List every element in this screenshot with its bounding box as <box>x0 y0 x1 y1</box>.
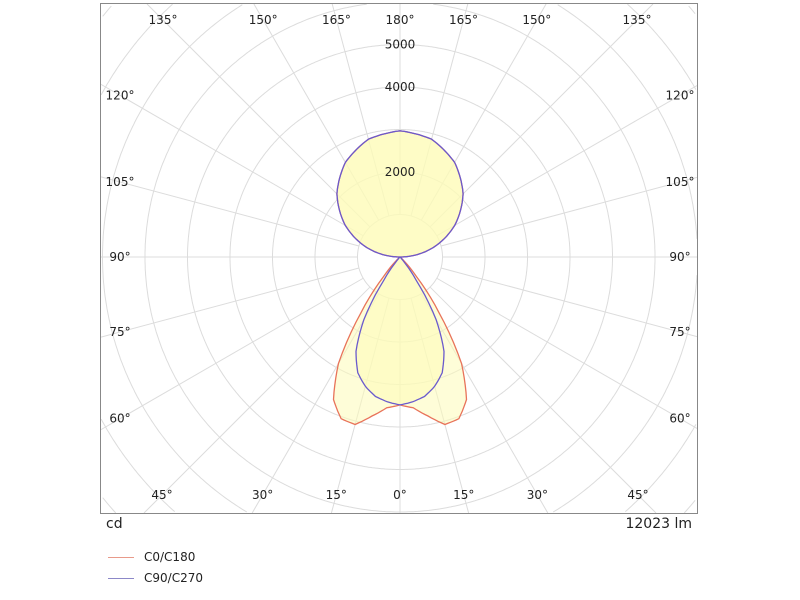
grid-spoke <box>429 3 654 228</box>
angle-tick-label: 180° <box>386 13 415 27</box>
grid-spoke <box>100 176 360 247</box>
grid-spoke <box>100 83 364 237</box>
series-line-1 <box>336 130 464 406</box>
angle-tick-label: 165° <box>449 13 478 27</box>
angle-tick-label: 120° <box>666 88 695 102</box>
angle-tick-label: 105° <box>666 175 695 189</box>
flux-label: 12023 lm <box>625 516 692 532</box>
angle-tick-label: 45° <box>627 488 648 502</box>
angle-tick-label: 105° <box>106 175 135 189</box>
chart-frame <box>100 3 698 514</box>
series-fill <box>336 130 464 405</box>
angle-tick-label: 45° <box>151 488 172 502</box>
grid-spoke <box>440 267 698 338</box>
legend-item-c90-c270: C90/C270 <box>108 571 203 585</box>
grid-spoke <box>100 267 360 338</box>
angle-tick-label: 150° <box>522 13 551 27</box>
angle-tick-label: 30° <box>527 488 548 502</box>
angle-tick-label: 90° <box>109 250 130 264</box>
angle-tick-label: 135° <box>623 13 652 27</box>
grid-spoke <box>440 176 698 247</box>
grid-circle <box>102 4 698 513</box>
grid-spoke <box>146 3 371 228</box>
grid-spoke <box>429 286 657 514</box>
angle-tick-label: 90° <box>669 250 690 264</box>
angle-tick-label: 15° <box>326 488 347 502</box>
angle-tick-label: 150° <box>249 13 278 27</box>
angle-tick-label: 120° <box>106 88 135 102</box>
grid-circle <box>100 3 697 512</box>
angle-tick-label: 0° <box>393 488 407 502</box>
angle-tick-label: 75° <box>669 325 690 339</box>
radial-tick-label: 5000 <box>385 38 416 52</box>
angle-tick-label: 75° <box>109 325 130 339</box>
angle-tick-label: 15° <box>453 488 474 502</box>
radial-tick-label: 4000 <box>385 80 416 94</box>
legend-label: C90/C270 <box>144 571 203 585</box>
angle-tick-label: 30° <box>252 488 273 502</box>
grid-spoke <box>100 277 364 431</box>
angle-tick-label: 165° <box>322 13 351 27</box>
grid-spoke <box>436 85 698 237</box>
radial-tick-label: 2000 <box>385 165 416 179</box>
grid-spoke <box>436 277 698 429</box>
angle-tick-label: 60° <box>109 412 130 426</box>
grid-circle <box>144 3 656 513</box>
grid-spoke <box>143 286 371 514</box>
grid-circle <box>102 5 696 514</box>
legend-swatch <box>108 577 134 579</box>
unit-label: cd <box>106 516 123 532</box>
legend-label: C0/C180 <box>144 550 196 564</box>
angle-tick-label: 135° <box>149 13 178 27</box>
legend-swatch <box>108 556 134 558</box>
legend-item-c0-c180: C0/C180 <box>108 550 195 564</box>
angle-tick-label: 60° <box>669 412 690 426</box>
